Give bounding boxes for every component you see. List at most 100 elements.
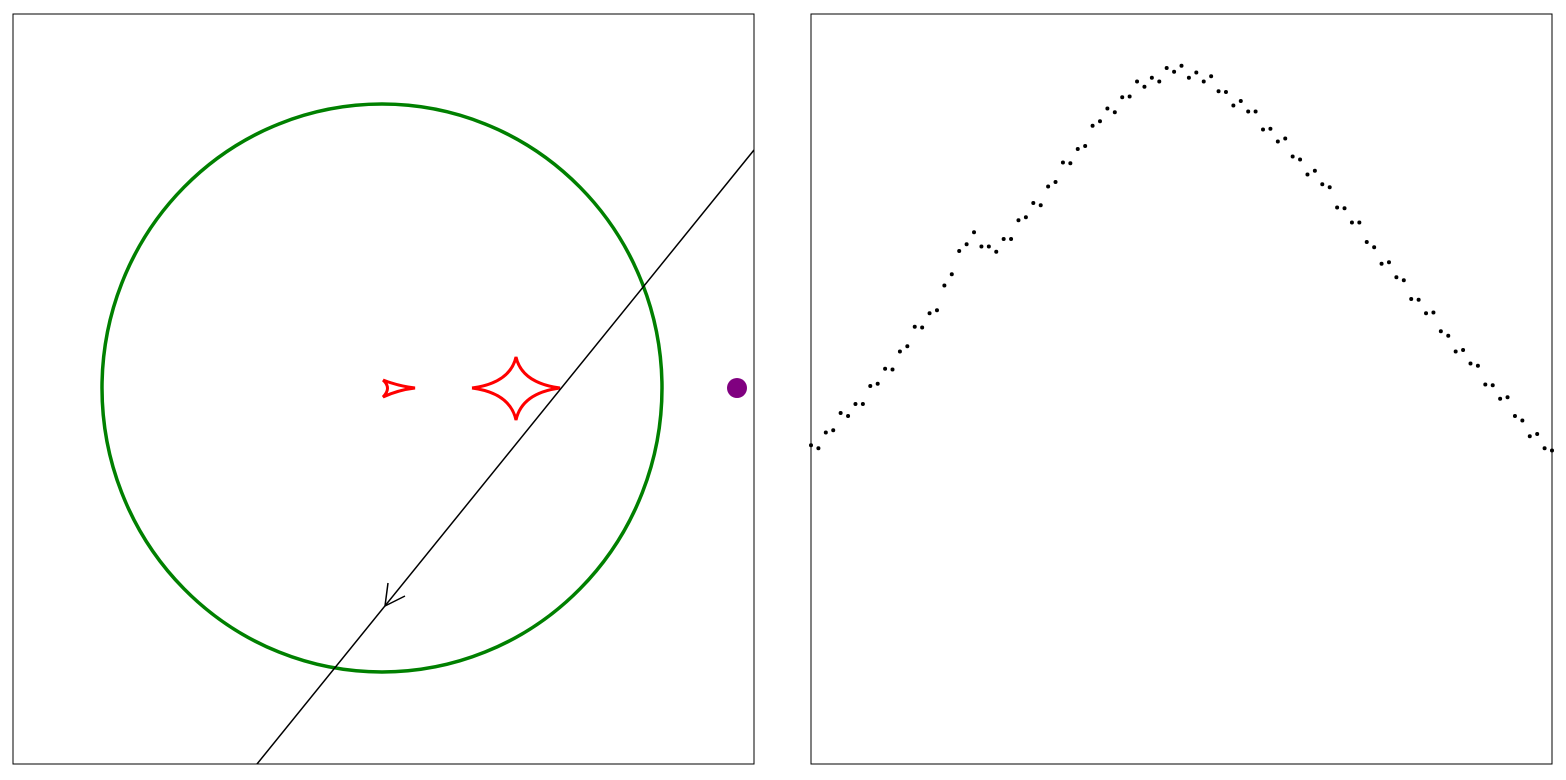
data-point <box>1001 237 1006 241</box>
left-panel <box>12 13 755 765</box>
data-point <box>1261 127 1266 132</box>
data-point <box>1075 147 1080 151</box>
data-point <box>1135 79 1140 84</box>
data-point <box>1490 383 1495 388</box>
data-point <box>1120 95 1125 100</box>
data-point <box>1090 123 1095 128</box>
data-point <box>949 272 954 277</box>
data-point <box>1060 160 1065 165</box>
data-point <box>890 367 895 372</box>
data-point <box>1535 432 1540 436</box>
data-point <box>1461 348 1466 352</box>
data-point <box>1542 446 1547 451</box>
data-point <box>1520 418 1525 423</box>
data-point <box>1112 110 1117 115</box>
data-point <box>1364 240 1369 244</box>
data-point <box>868 384 873 388</box>
data-point <box>883 366 888 371</box>
data-point <box>1416 297 1421 302</box>
data-point <box>1216 89 1221 94</box>
data-point <box>942 283 947 288</box>
data-point <box>1157 79 1162 84</box>
data-point <box>1097 119 1102 124</box>
data-point <box>838 411 843 415</box>
data-point <box>846 414 851 418</box>
data-point <box>1320 182 1325 187</box>
data-point <box>1253 109 1258 114</box>
data-point <box>860 402 865 406</box>
data-point <box>1023 215 1028 220</box>
data-point <box>920 325 925 330</box>
data-point <box>994 249 999 254</box>
data-point <box>1438 329 1443 334</box>
data-point <box>957 249 962 253</box>
small-caustic <box>381 378 416 399</box>
data-point <box>1431 310 1436 315</box>
data-point <box>1105 106 1110 111</box>
data-point <box>1386 260 1391 265</box>
data-point <box>1031 201 1036 205</box>
data-point <box>1172 69 1177 74</box>
data-point <box>1009 237 1014 241</box>
data-point <box>964 242 969 247</box>
data-point <box>1298 157 1303 162</box>
data-point <box>1142 84 1147 89</box>
data-point <box>1505 395 1510 400</box>
data-point <box>905 344 910 349</box>
central-caustic <box>471 356 561 421</box>
data-point <box>1342 206 1347 211</box>
data-point <box>986 244 991 249</box>
data-point <box>875 381 880 386</box>
data-point <box>1527 434 1532 439</box>
data-point <box>1424 311 1429 316</box>
data-point <box>1283 136 1288 141</box>
data-point <box>1179 63 1184 68</box>
data-point <box>979 244 984 249</box>
data-point <box>1083 144 1088 148</box>
data-point <box>823 430 828 435</box>
data-point <box>1483 382 1488 387</box>
data-point <box>1327 185 1332 190</box>
data-point <box>972 230 977 235</box>
data-point <box>831 428 836 433</box>
data-point <box>816 446 821 451</box>
data-point <box>809 443 813 448</box>
data-point <box>1512 414 1517 418</box>
data-point <box>1127 94 1132 99</box>
data-point <box>1305 172 1310 177</box>
data-point <box>1164 66 1169 70</box>
data-point <box>1246 109 1251 114</box>
data-point <box>1498 396 1503 401</box>
data-point <box>1016 218 1021 223</box>
source-trajectory <box>256 149 755 765</box>
data-point <box>1394 275 1399 280</box>
data-point <box>1209 74 1214 79</box>
data-point <box>1046 184 1051 189</box>
planet <box>727 378 747 398</box>
data-point <box>927 311 932 316</box>
data-point <box>1149 75 1154 80</box>
data-point <box>1068 161 1073 166</box>
data-point <box>1312 168 1317 173</box>
lens-plane <box>12 13 755 765</box>
trajectory-arrow <box>384 582 406 608</box>
right-panel <box>810 13 1553 765</box>
data-point <box>1231 103 1236 108</box>
data-point <box>1401 278 1406 283</box>
data-point <box>1468 361 1473 366</box>
data-point <box>934 308 939 313</box>
data-point <box>1238 99 1243 103</box>
data-point <box>897 349 902 354</box>
einstein-ring <box>100 102 664 674</box>
data-point <box>1349 220 1354 225</box>
data-point <box>1335 205 1340 210</box>
data-point <box>1223 90 1228 94</box>
data-point <box>1053 180 1058 184</box>
data-point <box>1550 448 1554 453</box>
data-point <box>1372 245 1377 250</box>
data-point <box>1446 333 1451 338</box>
data-point <box>1268 126 1273 131</box>
data-point <box>1379 261 1384 266</box>
data-point <box>1357 220 1362 225</box>
